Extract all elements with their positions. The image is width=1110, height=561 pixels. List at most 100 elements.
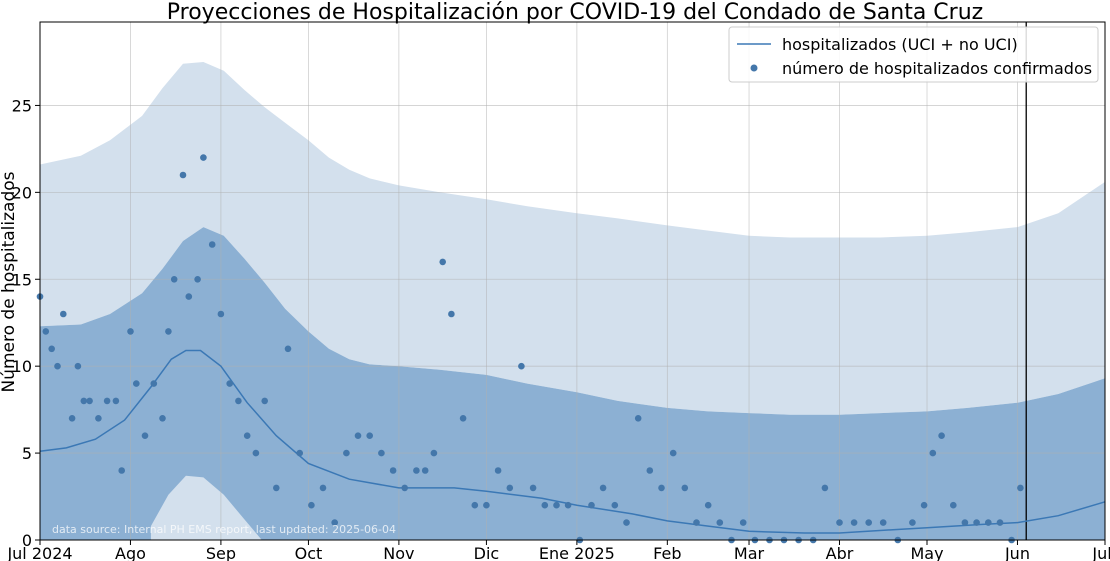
confirmed-point	[60, 310, 67, 318]
confirmed-point	[634, 415, 642, 422]
confirmed-point	[973, 519, 980, 526]
confirmed-point	[308, 501, 315, 509]
confirmed-point	[413, 467, 420, 474]
confirmed-point	[929, 449, 937, 457]
confirmed-point	[588, 501, 595, 509]
confirmed-point	[541, 501, 549, 509]
confirmed-point	[194, 276, 201, 283]
confirmed-point	[459, 415, 467, 422]
x-tick-label: Mar	[734, 544, 765, 561]
confirmed-point	[243, 432, 251, 440]
projection-line	[39, 349, 1106, 534]
source-note: data source: Internal PH EMS report, las…	[52, 523, 396, 536]
y-tick-label: 10	[12, 357, 32, 376]
confirmed-point	[133, 380, 140, 387]
plot-frame	[39, 21, 1106, 541]
confirmed-point	[739, 519, 747, 526]
confirmed-point	[319, 484, 327, 492]
x-tick-label: Dic	[474, 544, 500, 561]
x-axis-ticks: Jul 2024 Ago Sep Oct Nov Dic Ene 2025 Feb Mar Abr…	[6, 540, 1110, 561]
y-axis-label: Número de hospitalizados	[0, 171, 19, 392]
lower-band	[150, 475, 262, 540]
confirmed-point	[331, 519, 339, 526]
confirmed-point	[296, 449, 304, 457]
confirmed-point	[681, 484, 689, 492]
legend-point-label: número de hospitalizados confirmados	[782, 59, 1092, 78]
legend-box	[728, 26, 1099, 83]
confirmed-point	[518, 362, 525, 370]
confirmed-point	[879, 519, 887, 526]
confirmed-point	[439, 258, 447, 266]
x-tick-label: Ene 2025	[539, 544, 615, 561]
x-tick-label: Jun	[1004, 544, 1030, 561]
legend-line-label: hospitalizados (UCI + no UCI)	[782, 35, 1018, 54]
confirmed-point	[200, 154, 207, 161]
x-tick-label: Sep	[206, 544, 236, 561]
y-tick-label: 25	[12, 96, 32, 115]
confirmed-point	[693, 519, 700, 526]
confirmed-point	[235, 397, 242, 405]
confirmed-point	[217, 310, 225, 318]
confirmed-point	[821, 484, 829, 492]
confirmed-point	[1017, 484, 1024, 492]
confirmed-point	[564, 501, 572, 509]
confirmed-point	[704, 501, 712, 509]
x-tick-label: Jul 2024	[6, 544, 72, 561]
confirmed-point	[165, 328, 172, 335]
confirmed-point	[95, 415, 102, 422]
confirmed-point	[54, 362, 61, 370]
confirmed-point	[483, 501, 490, 509]
chart-title: Proyecciones de Hospitalización por COVI…	[167, 0, 983, 25]
confirmed-point	[273, 484, 280, 492]
confirmed-point	[80, 397, 88, 405]
x-tick-label: Ago	[115, 544, 146, 561]
confirmed-point	[103, 397, 111, 405]
legend: hospitalizados (UCI + no UCI) número de …	[728, 26, 1099, 83]
confirmed-point	[86, 397, 93, 405]
confirmed-point	[961, 519, 969, 526]
legend-point-swatch	[750, 64, 758, 72]
confirmed-point	[150, 380, 158, 387]
confirmed-point	[471, 501, 479, 509]
confirmed-point	[261, 397, 269, 405]
y-tick-label: 5	[22, 444, 32, 463]
confirmed-point	[448, 310, 455, 318]
confirmed-point	[950, 501, 957, 509]
x-tick-label: Nov	[383, 544, 414, 561]
confirmed-point	[284, 345, 292, 353]
confirmed-point	[185, 293, 193, 300]
uncertainty-bands	[40, 62, 1105, 540]
confirmed-point	[208, 241, 216, 248]
confirmed-point	[252, 449, 260, 457]
x-tick-label: May	[910, 544, 943, 561]
outer-band	[40, 62, 1105, 415]
confirmed-point	[865, 519, 872, 526]
confirmed-point	[716, 519, 724, 526]
x-tick-label: Abr	[826, 544, 854, 561]
confirmed-point	[226, 380, 233, 387]
confirmed-point	[421, 467, 429, 474]
confirmed-point	[48, 345, 55, 353]
confirmed-point	[159, 415, 166, 422]
confirmed-point	[343, 449, 350, 457]
confirmed-point	[836, 519, 843, 526]
confirmed-point	[141, 432, 149, 440]
projection-line-layer	[39, 349, 1106, 534]
confirmed-point	[623, 519, 630, 526]
confirmed-point	[985, 519, 992, 526]
confirmed-point	[112, 397, 120, 405]
confirmed-point	[401, 484, 409, 492]
confirmed-point	[378, 449, 385, 457]
confirmed-point	[366, 432, 374, 440]
confirmed-point	[658, 484, 665, 492]
confirmed-point	[996, 519, 1004, 526]
confirmed-point	[494, 467, 502, 474]
y-axis-ticks: 0 5 10 15 20 25	[12, 96, 40, 550]
y-tick-label: 20	[12, 183, 32, 202]
y-tick-label: 0	[22, 531, 32, 550]
confirmed-point	[909, 519, 916, 526]
confirmed-points-layer	[36, 154, 1024, 544]
confirmed-point	[42, 328, 50, 335]
confirmed-point	[938, 432, 945, 440]
